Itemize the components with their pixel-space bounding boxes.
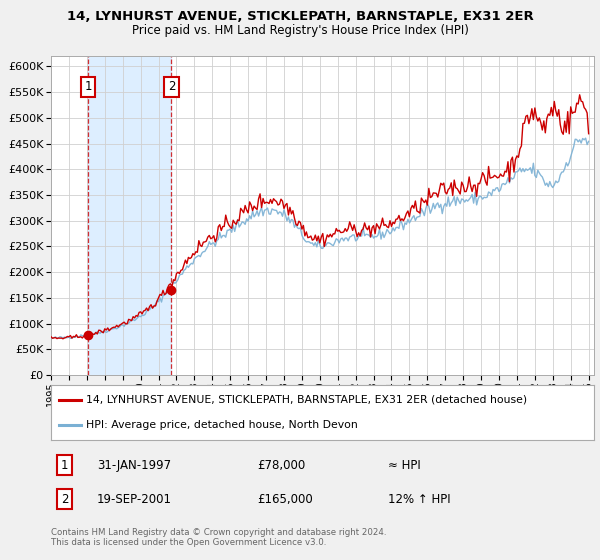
Text: 19-SEP-2001: 19-SEP-2001: [97, 493, 172, 506]
Text: HPI: Average price, detached house, North Devon: HPI: Average price, detached house, Nort…: [86, 420, 358, 430]
Text: 1: 1: [85, 81, 92, 94]
Text: Contains HM Land Registry data © Crown copyright and database right 2024.
This d: Contains HM Land Registry data © Crown c…: [51, 528, 386, 547]
Text: 1: 1: [61, 459, 68, 472]
Text: £165,000: £165,000: [257, 493, 313, 506]
Text: 12% ↑ HPI: 12% ↑ HPI: [388, 493, 450, 506]
Text: 14, LYNHURST AVENUE, STICKLEPATH, BARNSTAPLE, EX31 2ER: 14, LYNHURST AVENUE, STICKLEPATH, BARNST…: [67, 10, 533, 23]
Bar: [88, 56, 172, 375]
Text: ≈ HPI: ≈ HPI: [388, 459, 421, 472]
Text: 31-JAN-1997: 31-JAN-1997: [97, 459, 171, 472]
Text: 2: 2: [168, 81, 175, 94]
Text: 2: 2: [61, 493, 68, 506]
Text: £78,000: £78,000: [257, 459, 305, 472]
Text: Price paid vs. HM Land Registry's House Price Index (HPI): Price paid vs. HM Land Registry's House …: [131, 24, 469, 36]
Text: 14, LYNHURST AVENUE, STICKLEPATH, BARNSTAPLE, EX31 2ER (detached house): 14, LYNHURST AVENUE, STICKLEPATH, BARNST…: [86, 395, 527, 404]
